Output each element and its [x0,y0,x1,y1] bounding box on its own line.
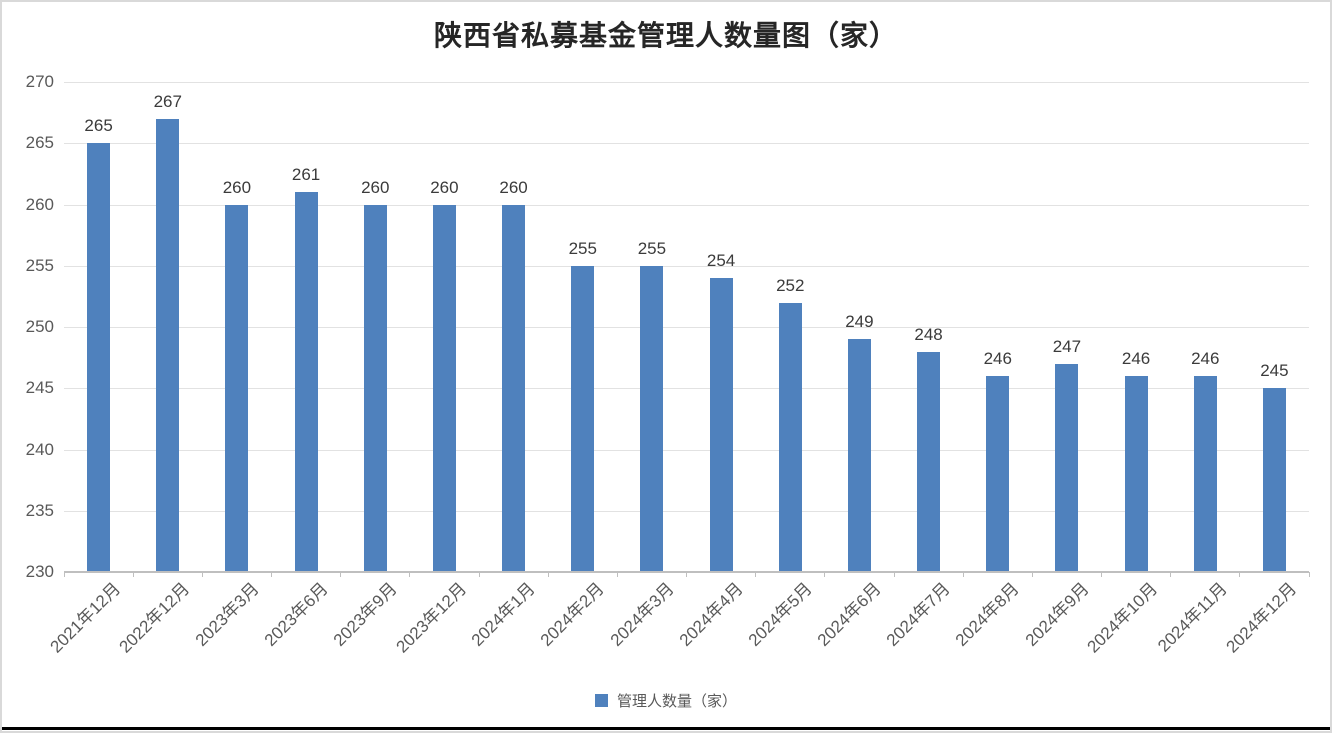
value-label: 261 [291,165,321,185]
gridline [64,510,1309,512]
axis-tick [1031,572,1033,577]
gridline [64,143,1309,145]
value-label: 246 [983,349,1012,368]
bar [1124,376,1148,572]
bar [986,376,1010,572]
bar [156,118,180,572]
axis-tick [1170,572,1172,577]
x-tick-label: 2023年6月 [260,579,332,650]
bar [294,192,318,572]
x-tick-label: 2021年12月 [46,579,125,657]
x-tick-label: 2024年6月 [813,579,885,650]
axis-tick [409,572,411,577]
axis-tick [616,572,618,577]
x-tick-label: 2024年1月 [468,579,540,650]
y-tick-label: 245 [25,378,54,398]
y-tick-label: 255 [25,255,54,275]
gridline [64,388,1309,390]
legend-swatch [594,694,608,707]
y-tick-label: 235 [25,500,54,520]
value-label: 245 [1260,361,1289,381]
value-label: 249 [845,312,874,332]
value-label: 260 [499,177,528,197]
bar [1193,376,1217,572]
x-tick-label: 2024年7月 [883,579,955,650]
value-label: 255 [637,238,667,258]
value-label: 246 [1191,349,1220,368]
x-tick-label: 2024年10月 [1083,579,1162,657]
axis-tick [1308,572,1310,577]
axis-tick [478,572,480,577]
axis-tick [201,572,203,577]
value-label: 265 [84,116,113,136]
plot-area: 265 267 260 261 260 260 260 255 255 254 252 249 248 2… [63,82,1310,577]
value-label: 254 [706,251,736,270]
bar [571,265,595,572]
axis-tick [962,572,964,577]
x-tick-label: 2024年5月 [744,579,816,650]
y-tick-label: 270 [25,72,54,91]
y-tick-label: 265 [25,133,54,153]
axis-tick [340,572,342,577]
x-tick-label: 2023年9月 [329,579,401,650]
bar [502,204,526,572]
gridline [64,82,1309,83]
axis-tick [893,572,895,577]
axis-tick [132,572,134,577]
y-tick-label: 230 [25,562,54,581]
legend: 管理人数量（家） [2,690,1330,711]
x-tick-label: 2024年8月 [952,579,1024,650]
axis-tick [547,572,549,577]
axis-tick [63,572,65,577]
gridline [64,204,1309,206]
axis-tick [271,572,272,577]
y-tick-label: 250 [25,317,54,336]
axis-tick [1239,572,1241,577]
bar [709,278,733,572]
value-label: 247 [1052,336,1082,356]
value-label: 260 [430,177,459,197]
value-label: 260 [361,177,390,197]
gridline [64,449,1309,451]
x-tick-label: 2024年2月 [537,579,609,650]
gridline [64,265,1309,267]
x-tick-label: 2024年4月 [675,579,747,650]
axis-tick [824,572,826,577]
y-tick-label: 260 [25,194,54,214]
axis-tick [686,572,687,577]
bar [917,351,941,572]
x-tick-label: 2022年12月 [115,579,194,657]
value-label: 255 [568,238,597,258]
axis-tick [1101,572,1102,577]
axis-tick [755,572,757,577]
bar [847,339,871,572]
bar [1262,388,1286,572]
x-tick-label: 2023年3月 [191,579,263,650]
x-tick-label: 2024年11月 [1153,579,1231,656]
bar [1055,363,1079,572]
bar [87,143,111,572]
bar [363,204,387,572]
bar [640,265,664,572]
bar [432,204,456,572]
legend-label: 管理人数量（家） [616,693,737,710]
value-label: 267 [153,91,182,111]
value-label: 246 [1121,349,1151,368]
y-tick-label: 240 [25,439,54,459]
x-tick-label: 2023年12月 [392,579,470,657]
bar [225,204,249,572]
x-tick-label: 2024年12月 [1222,579,1300,657]
gridline [64,327,1309,328]
x-tick-label: 2024年9月 [1021,579,1093,650]
bar [778,302,802,572]
value-label: 260 [222,177,252,197]
value-label: 248 [914,324,943,344]
x-tick-label: 2024年3月 [606,579,678,650]
bottom-border-bar [2,727,1330,730]
chart-title: 陕西省私募基金管理人数量图（家） [433,21,898,52]
value-label: 252 [776,275,805,295]
